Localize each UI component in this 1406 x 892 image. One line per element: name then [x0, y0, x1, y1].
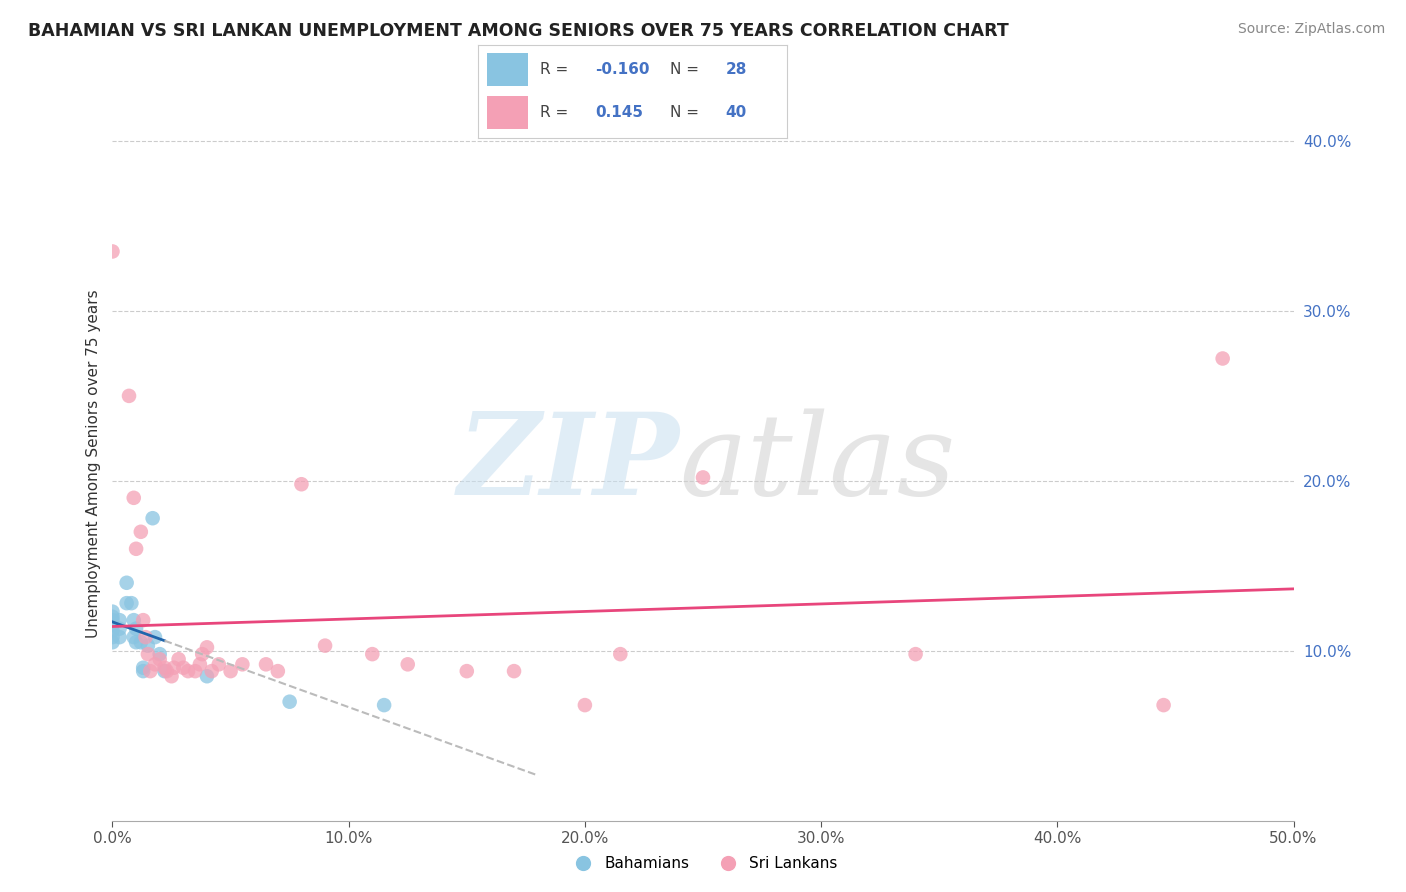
Point: [149, 647, 172, 661]
Point: [167, 652, 190, 666]
Point: [118, 389, 141, 403]
Legend: Bahamians, Sri Lankans: Bahamians, Sri Lankans: [562, 850, 844, 877]
Point: [314, 639, 336, 653]
Point: [1153, 698, 1175, 712]
Point: [132, 664, 155, 678]
Point: [129, 524, 152, 539]
Point: [290, 477, 312, 491]
Point: [188, 657, 211, 672]
Point: [101, 624, 124, 638]
Point: [156, 664, 179, 678]
Point: [396, 657, 419, 672]
Point: [172, 661, 194, 675]
Point: [139, 664, 162, 678]
Point: [125, 541, 148, 556]
Point: [1212, 351, 1234, 366]
Point: [191, 647, 214, 661]
Point: [160, 669, 183, 683]
Point: [115, 575, 138, 590]
Y-axis label: Unemployment Among Seniors over 75 years: Unemployment Among Seniors over 75 years: [86, 290, 101, 638]
Point: [101, 244, 124, 259]
Point: [101, 605, 124, 619]
Text: R =: R =: [540, 62, 574, 77]
Text: 0.145: 0.145: [596, 105, 644, 120]
Point: [143, 630, 166, 644]
FancyBboxPatch shape: [488, 53, 527, 86]
Text: N =: N =: [669, 105, 703, 120]
Point: [208, 657, 231, 672]
Point: [153, 664, 176, 678]
Point: [184, 664, 207, 678]
Point: [115, 596, 138, 610]
Text: 40: 40: [725, 105, 747, 120]
Point: [101, 630, 124, 644]
Point: [136, 639, 159, 653]
Point: [609, 647, 631, 661]
Point: [149, 652, 172, 666]
Point: [254, 657, 277, 672]
Text: Source: ZipAtlas.com: Source: ZipAtlas.com: [1237, 22, 1385, 37]
Point: [125, 622, 148, 636]
Point: [122, 613, 145, 627]
Point: [201, 664, 224, 678]
Point: [153, 661, 176, 675]
Point: [692, 470, 714, 484]
Point: [219, 664, 242, 678]
Point: [904, 647, 927, 661]
Point: [136, 647, 159, 661]
Text: R =: R =: [540, 105, 574, 120]
Point: [195, 669, 218, 683]
Point: [129, 635, 152, 649]
Point: [101, 609, 124, 624]
Point: [108, 622, 131, 636]
Text: atlas: atlas: [679, 409, 956, 519]
Point: [101, 635, 124, 649]
Point: [108, 613, 131, 627]
Point: [456, 664, 478, 678]
FancyBboxPatch shape: [488, 96, 527, 129]
Point: [132, 613, 155, 627]
Point: [142, 511, 165, 525]
Point: [373, 698, 395, 712]
Point: [163, 661, 186, 675]
Text: 28: 28: [725, 62, 747, 77]
Point: [135, 630, 157, 644]
Text: BAHAMIAN VS SRI LANKAN UNEMPLOYMENT AMONG SENIORS OVER 75 YEARS CORRELATION CHAR: BAHAMIAN VS SRI LANKAN UNEMPLOYMENT AMON…: [28, 22, 1010, 40]
Point: [108, 630, 131, 644]
Point: [143, 657, 166, 672]
Point: [195, 640, 218, 655]
Point: [574, 698, 596, 712]
Point: [101, 618, 124, 632]
Point: [361, 647, 384, 661]
Point: [120, 596, 142, 610]
Text: -0.160: -0.160: [596, 62, 650, 77]
Text: ZIP: ZIP: [457, 409, 679, 519]
Point: [267, 664, 290, 678]
Point: [122, 491, 145, 505]
Point: [177, 664, 200, 678]
Text: N =: N =: [669, 62, 703, 77]
Point: [101, 613, 124, 627]
Point: [503, 664, 526, 678]
Point: [132, 661, 155, 675]
Point: [278, 695, 301, 709]
Point: [231, 657, 253, 672]
Point: [125, 635, 148, 649]
Point: [122, 630, 145, 644]
